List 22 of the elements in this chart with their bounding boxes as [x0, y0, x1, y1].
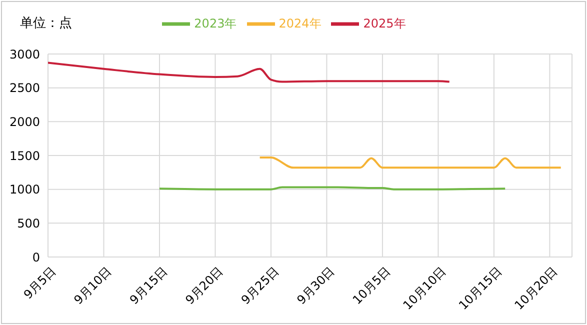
x-tick-label: 9月15日 [127, 264, 170, 308]
y-tick-label: 3000 [9, 47, 40, 62]
y-tick-label: 1000 [9, 182, 40, 197]
x-tick-label: 10月5日 [350, 264, 394, 308]
x-tick-label: 9月25日 [238, 264, 282, 308]
x-tick-label: 9月30日 [294, 264, 338, 308]
y-tick-label: 1500 [9, 148, 40, 163]
line-series [48, 62, 450, 83]
x-tick-label: 9月10日 [71, 264, 114, 308]
x-tick-label: 9月5日 [20, 264, 59, 302]
y-tick-label: 2500 [9, 81, 40, 96]
y-axis-title: 单位：点 [20, 15, 72, 32]
x-tick-label: 10月10日 [400, 264, 449, 313]
legend-label: 2025年 [363, 16, 406, 30]
x-tick-label: 10月20日 [512, 264, 560, 313]
legend-label: 2024年 [278, 16, 322, 30]
legend-label: 2023年 [194, 16, 237, 30]
y-tick-label: 500 [17, 216, 40, 230]
x-tick-label: 9月20日 [182, 264, 226, 308]
x-tick-label: 10月15日 [456, 264, 505, 313]
y-tick-label: 0 [32, 250, 40, 264]
y-tick-label: 2000 [9, 114, 40, 129]
